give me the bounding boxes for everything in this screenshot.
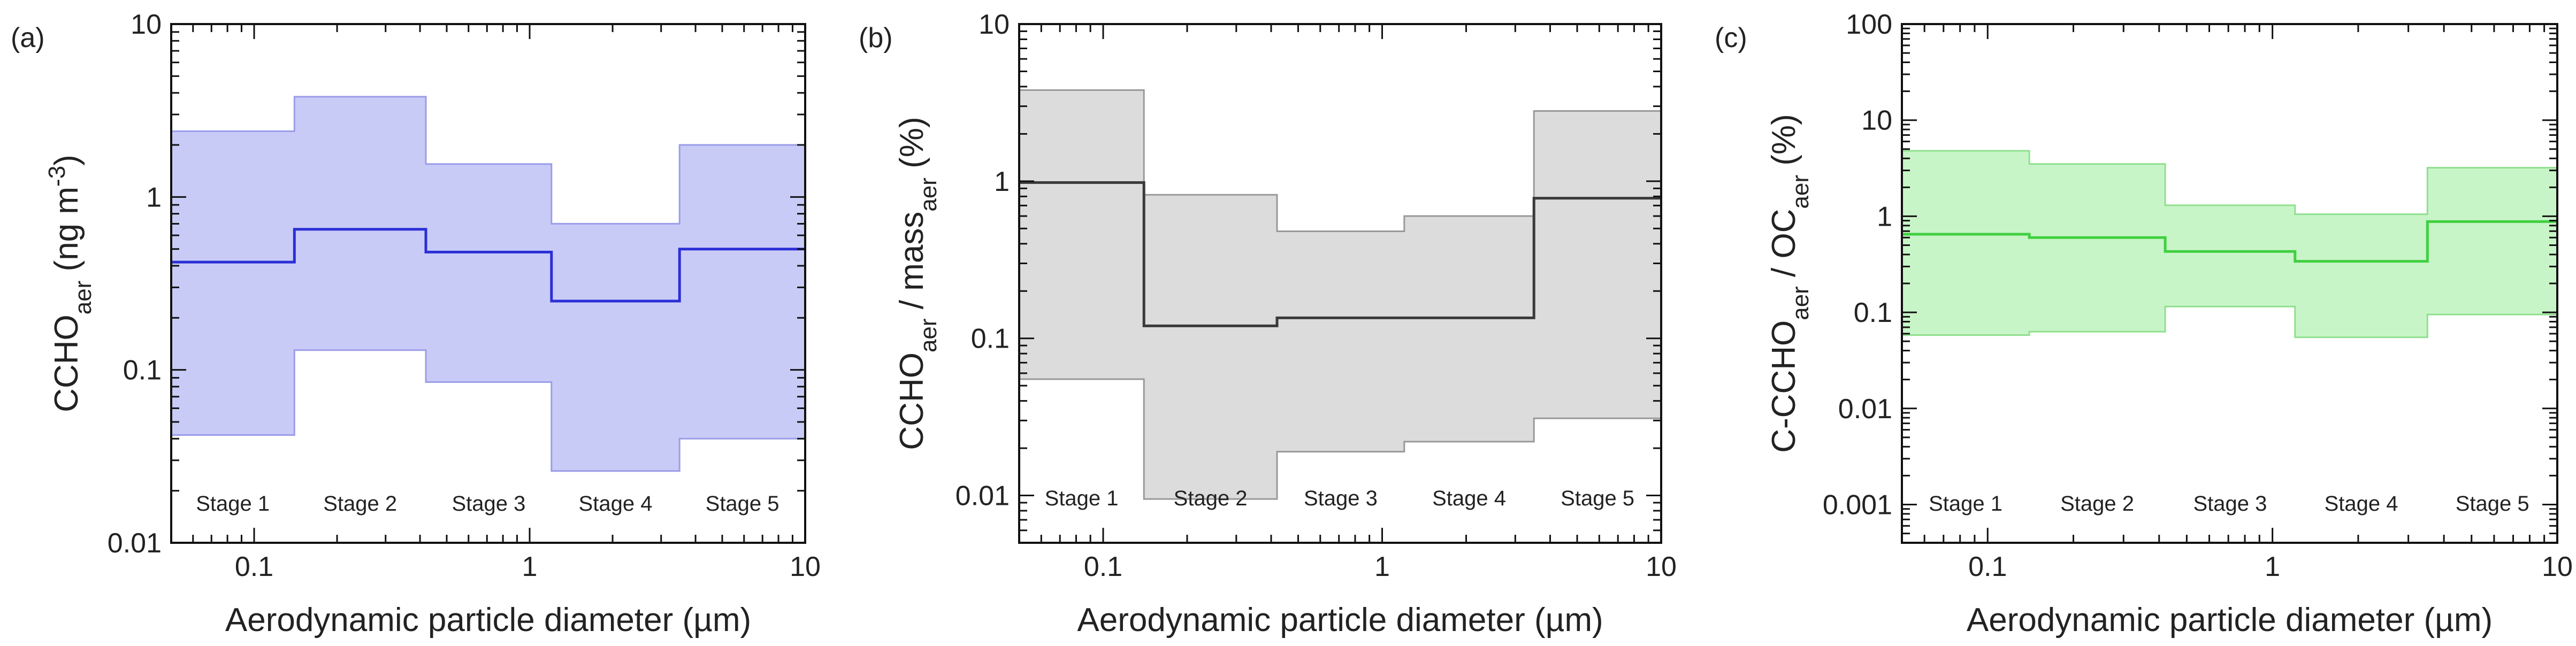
- stage-label: Stage 1: [1045, 487, 1119, 510]
- stage-label: Stage 2: [1174, 487, 1248, 510]
- y-tick-label: 0.01: [1838, 394, 1892, 425]
- stage-label: Stage 1: [196, 492, 270, 516]
- stage-label: Stage 5: [1561, 487, 1634, 510]
- stage-label: Stage 1: [1929, 492, 2002, 516]
- x-tick-label: 1: [522, 551, 538, 582]
- stage-label: Stage 3: [2193, 492, 2267, 516]
- stage-label: Stage 2: [2060, 492, 2134, 516]
- y-axis-label: CCHOaer (ng m-3): [44, 155, 96, 412]
- y-tick-label: 0.1: [971, 324, 1010, 355]
- x-axis-label: Aerodynamic particle diameter (µm): [1077, 602, 1603, 639]
- y-tick-label: 1: [146, 182, 162, 213]
- x-tick-label: 0.1: [1084, 551, 1122, 582]
- plot-frame: [170, 23, 806, 544]
- y-tick-label: 1: [1877, 201, 1892, 232]
- y-tick-label: 0.001: [1823, 489, 1892, 520]
- stage-label: Stage 5: [706, 492, 779, 516]
- panel-2: Stage 1 Stage 2 Stage 3 Stage 4 Stage 5 0.1 1 1…: [859, 9, 1677, 639]
- y-tick-label: 1: [994, 166, 1010, 197]
- x-tick-label: 0.1: [235, 551, 273, 582]
- y-tick-label: 100: [1846, 9, 1892, 40]
- y-tick-label: 10: [1861, 105, 1892, 136]
- y-tick-label: 0.01: [108, 528, 162, 559]
- median-line: [1902, 220, 2557, 263]
- range-band: [1901, 150, 2558, 339]
- y-tick-label: 0.01: [956, 481, 1010, 512]
- panel-label: (c): [1715, 22, 1747, 53]
- stage-label: Stage 3: [1304, 487, 1378, 510]
- median-line: [171, 228, 805, 303]
- x-tick-label: 10: [1646, 551, 1677, 582]
- y-tick-label: 10: [979, 9, 1010, 40]
- x-axis-label: Aerodynamic particle diameter (µm): [225, 602, 751, 639]
- y-axis-label: CCHOaer / massaer (%): [893, 117, 942, 450]
- panel-label: (b): [859, 22, 893, 53]
- x-tick-label: 0.1: [1968, 551, 2007, 582]
- range-band: [1018, 89, 1662, 500]
- y-tick-label: 0.1: [1854, 297, 1892, 328]
- stage-label: Stage 3: [452, 492, 525, 516]
- panel-3: Stage 1 Stage 2 Stage 3 Stage 4 Stage 5 0.1 1 1…: [1715, 9, 2573, 639]
- stage-label: Stage 2: [323, 492, 397, 516]
- x-tick-label: 10: [2542, 551, 2573, 582]
- stage-label: Stage 4: [579, 492, 653, 516]
- median-line: [1019, 181, 1661, 327]
- y-tick-label: 10: [131, 9, 162, 40]
- y-tick-label: 0.1: [123, 355, 162, 386]
- panel-label: (a): [11, 22, 45, 53]
- panel-1: Stage 1 Stage 2 Stage 3 Stage 4 Stage 5 0.1 1 1…: [11, 9, 821, 639]
- x-tick-label: 1: [2265, 551, 2280, 582]
- stage-label: Stage 5: [2456, 492, 2529, 516]
- x-tick-label: 10: [790, 551, 821, 582]
- stage-label: Stage 4: [2325, 492, 2398, 516]
- y-axis-label: C-CCHOaer / OCaer (%): [1765, 114, 1814, 453]
- range-band: [170, 96, 806, 472]
- plot-frame: [1018, 23, 1662, 544]
- x-tick-label: 1: [1374, 551, 1390, 582]
- x-axis-label: Aerodynamic particle diameter (µm): [1967, 602, 2493, 639]
- stage-label: Stage 4: [1432, 487, 1506, 510]
